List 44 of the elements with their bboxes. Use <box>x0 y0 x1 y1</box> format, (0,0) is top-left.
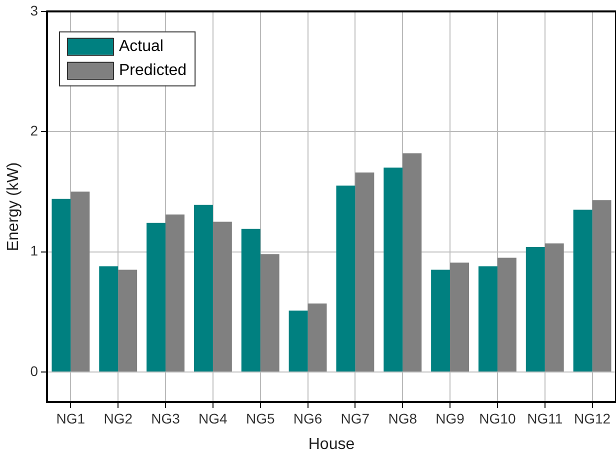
bar <box>146 222 166 372</box>
bar <box>288 310 308 372</box>
bar <box>592 200 612 372</box>
x-tick-label: NG6 <box>293 410 322 426</box>
bar <box>241 228 260 372</box>
bar <box>308 303 327 372</box>
x-tick-label: NG10 <box>479 410 516 426</box>
bar <box>336 186 356 372</box>
x-tick-label: NG3 <box>151 410 180 426</box>
bar <box>384 168 403 372</box>
x-tick-label: NG12 <box>574 410 611 426</box>
bar <box>118 270 138 372</box>
bar <box>194 204 213 372</box>
bar <box>70 192 90 372</box>
y-tick-label: 3 <box>30 2 38 18</box>
bar <box>478 266 498 372</box>
x-tick-label: NG4 <box>198 410 228 426</box>
y-tick-label: 0 <box>30 362 38 379</box>
x-tick-label: NG8 <box>388 410 418 426</box>
y-axis-title: Energy (kW) <box>5 162 22 252</box>
bar <box>526 246 545 372</box>
legend-label: Actual <box>118 38 164 55</box>
bar <box>573 210 592 372</box>
x-tick-label: NG7 <box>340 410 370 426</box>
bar <box>431 270 450 372</box>
x-tick-label: NG9 <box>436 410 465 426</box>
bar <box>212 222 232 372</box>
bar <box>166 214 184 372</box>
bar <box>52 198 71 372</box>
y-tick-label: 2 <box>30 122 38 138</box>
x-tick-label: NG1 <box>56 410 86 426</box>
y-tick-label: 1 <box>30 242 38 259</box>
bar <box>450 262 470 372</box>
bar <box>402 153 422 372</box>
bar <box>99 266 118 372</box>
bar <box>260 254 280 372</box>
x-tick-label: NG2 <box>104 410 133 426</box>
x-tick-label: NG5 <box>246 410 275 426</box>
bar <box>497 258 516 372</box>
x-axis-title: House <box>308 436 355 453</box>
bar <box>355 172 374 372</box>
x-tick-label: NG11 <box>527 410 563 426</box>
bar <box>544 243 564 372</box>
legend-label: Predicted <box>118 62 187 79</box>
